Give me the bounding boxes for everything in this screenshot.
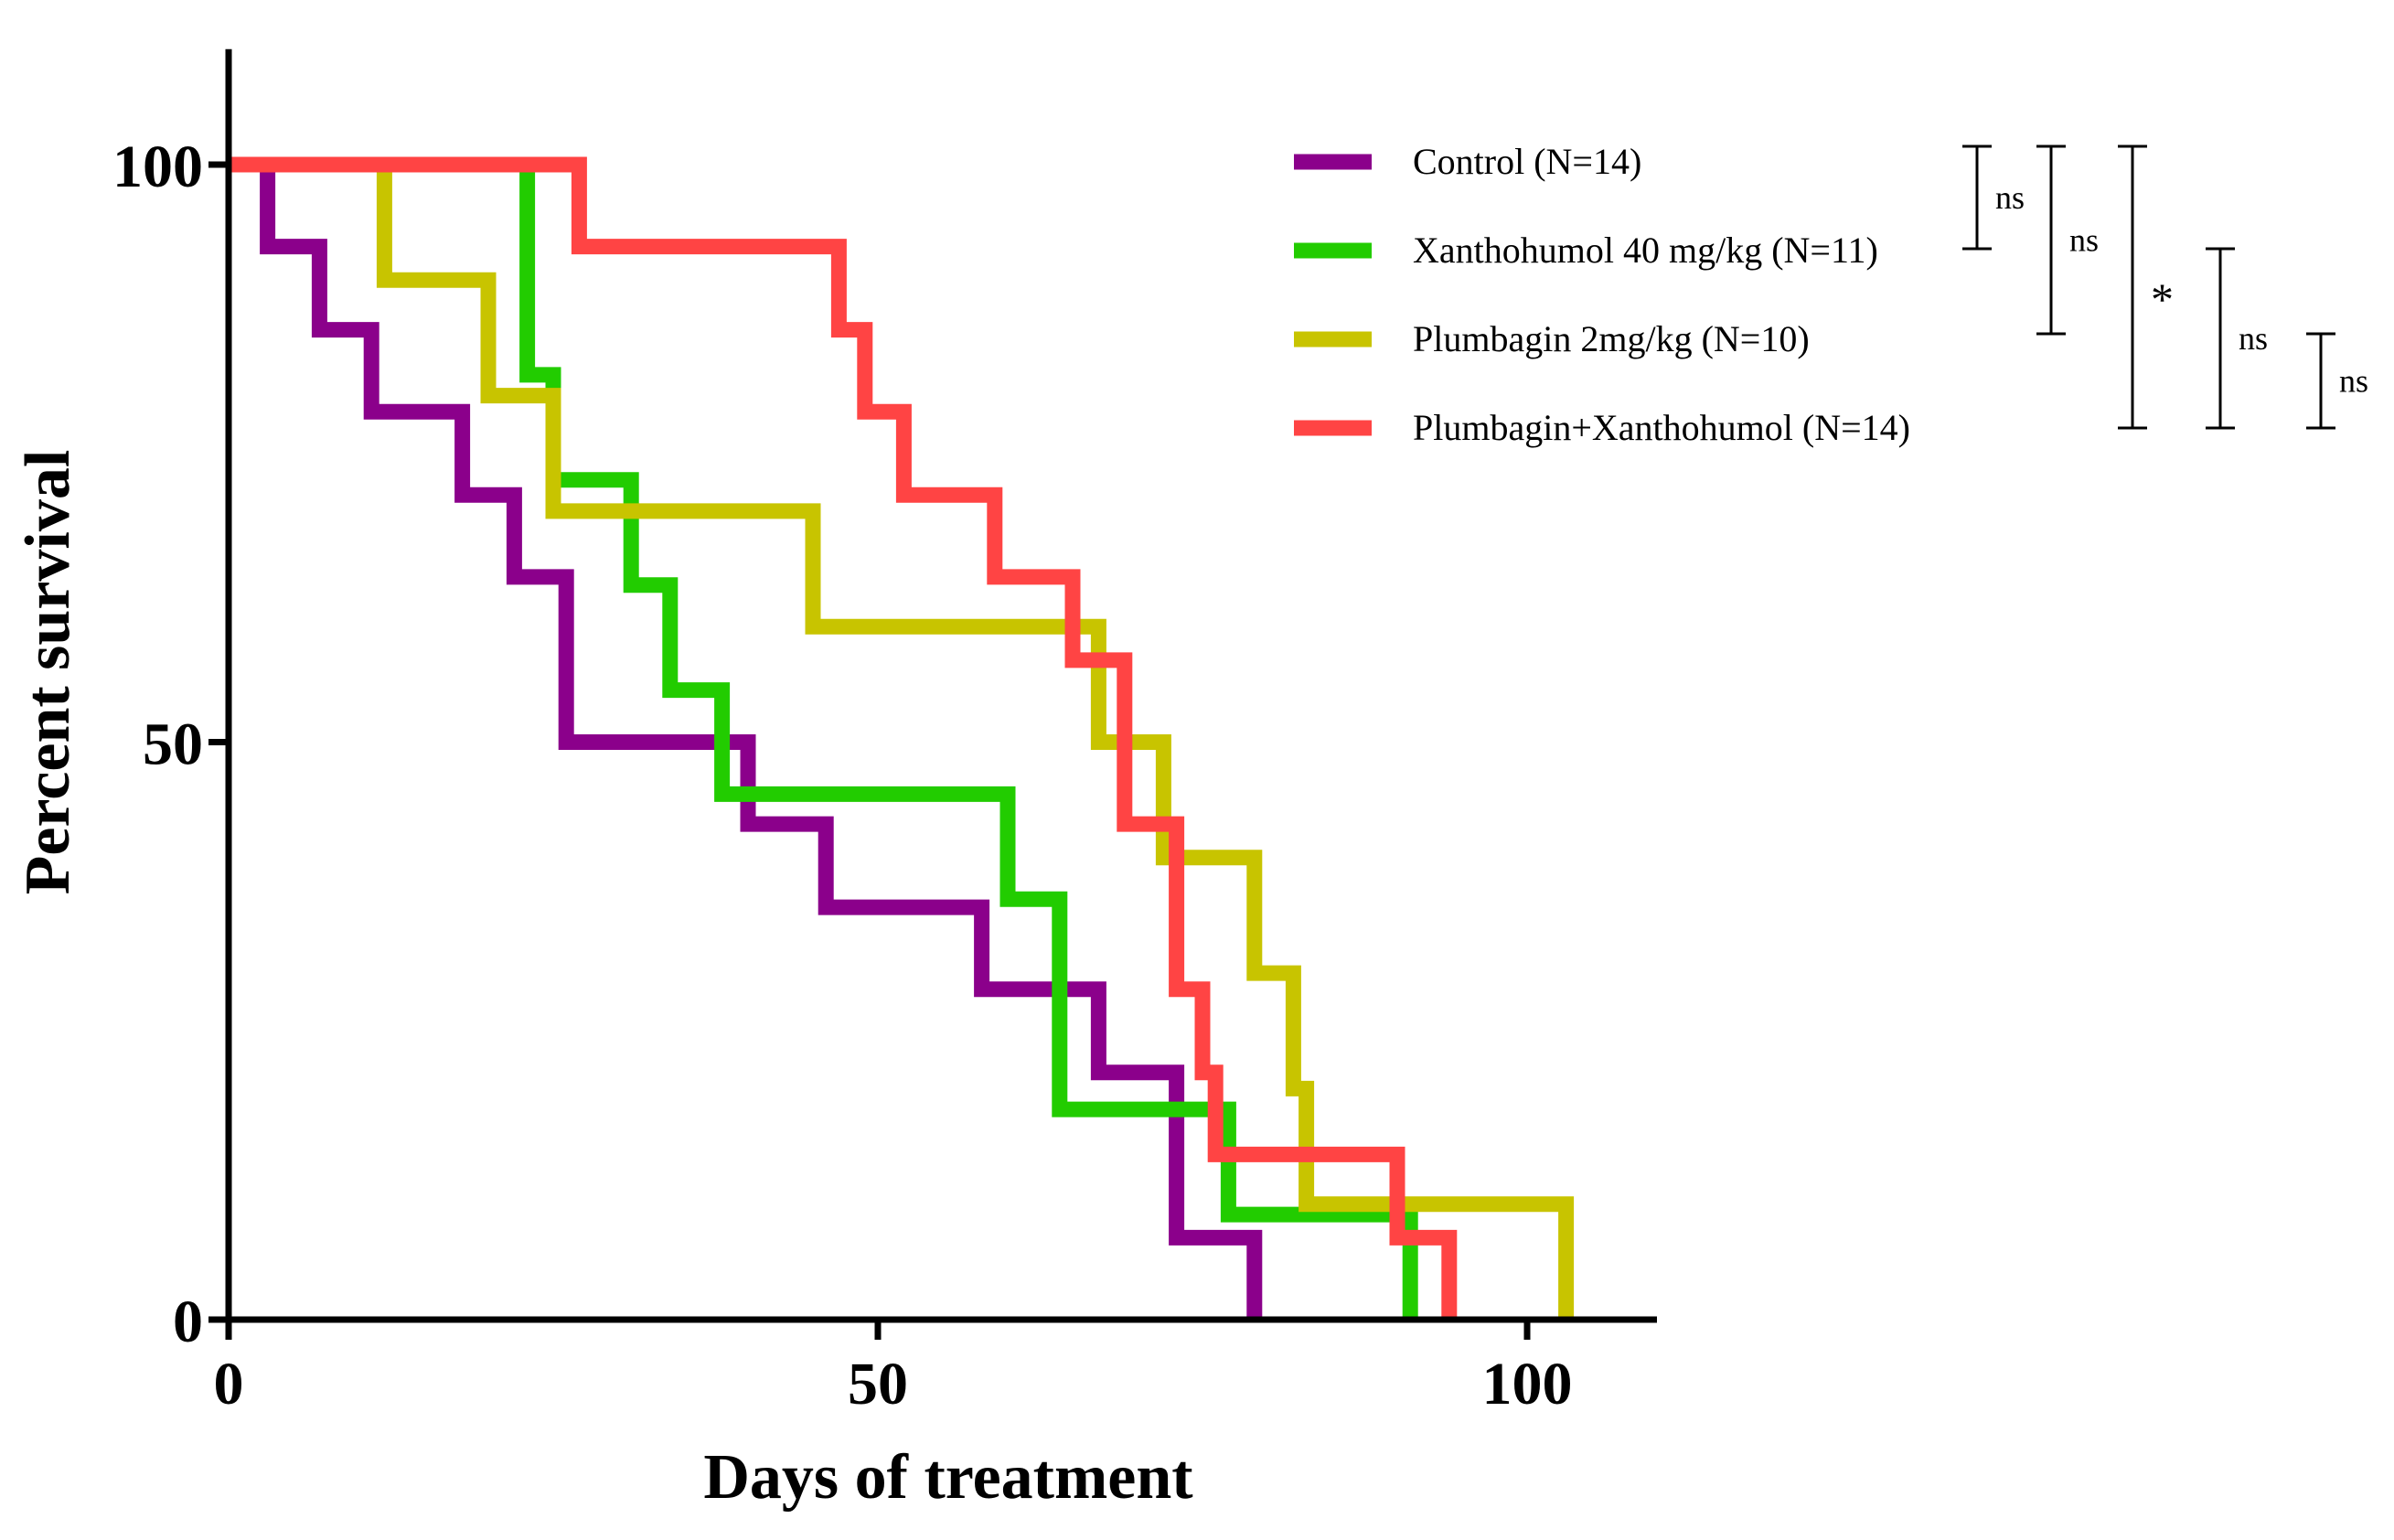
significance-bracket-0 xyxy=(1962,144,1992,251)
legend-label-2: Plumbagin 2mg/kg (N=10) xyxy=(1413,318,1810,359)
series-line-2 xyxy=(229,156,1575,1320)
x-axis-title: Days of treatment xyxy=(703,1442,1192,1513)
significance-label-1: ns xyxy=(2069,222,2099,259)
significance-label-0: ns xyxy=(1995,179,2025,216)
legend-label-3: Plumbagin+Xanthohumol (N=14) xyxy=(1413,407,1910,448)
significance-bracket-2 xyxy=(2118,144,2147,430)
y-tick-label-1: 50 xyxy=(143,711,203,778)
legend: Control (N=14) Xanthohumol 40 mg/kg (N=11… xyxy=(1294,141,1910,448)
significance-annotations: ns ns * ns ns xyxy=(1962,144,2368,430)
axes-layer: 0 50 100 0 50 100 xyxy=(112,48,1657,1417)
y-tick-label-2: 100 xyxy=(112,134,203,200)
significance-label-2: * xyxy=(2151,273,2174,325)
series-line-3 xyxy=(229,156,1458,1320)
y-axis-title: Percent survival xyxy=(13,450,83,895)
significance-bracket-3 xyxy=(2206,247,2235,430)
y-tick-label-0: 0 xyxy=(173,1289,203,1355)
legend-label-0: Control (N=14) xyxy=(1413,141,1641,182)
x-tick-label-1: 50 xyxy=(848,1351,908,1417)
x-tick-label-0: 0 xyxy=(214,1351,244,1417)
series-layer xyxy=(229,156,1575,1320)
series-line-0 xyxy=(229,156,1263,1320)
significance-label-4: ns xyxy=(2339,363,2368,400)
x-tick-label-2: 100 xyxy=(1482,1351,1573,1417)
series-line-1 xyxy=(229,156,1418,1320)
significance-bracket-4 xyxy=(2306,332,2335,430)
significance-label-3: ns xyxy=(2239,320,2268,357)
significance-bracket-1 xyxy=(2036,144,2066,336)
legend-label-1: Xanthohumol 40 mg/kg (N=11) xyxy=(1413,230,1878,271)
